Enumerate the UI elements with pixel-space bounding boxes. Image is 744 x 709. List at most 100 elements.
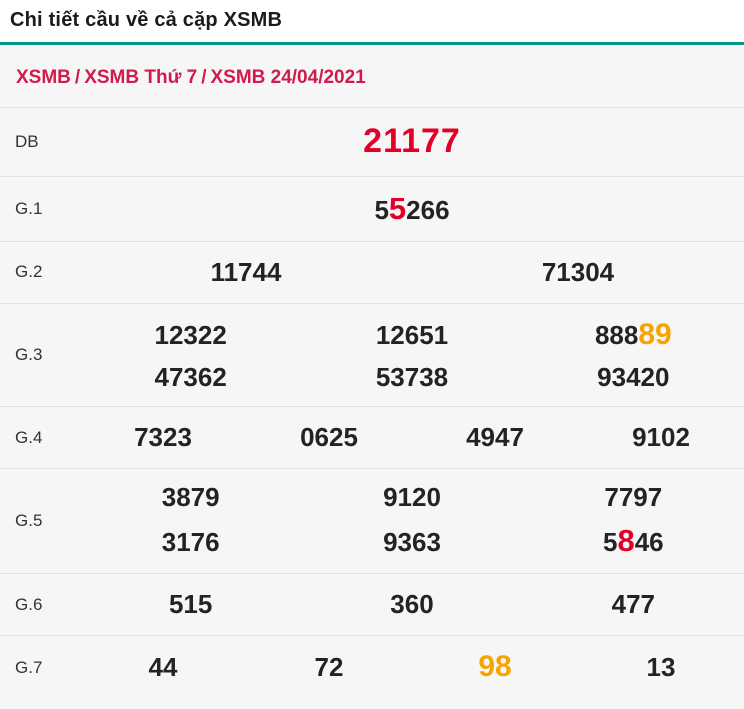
prize-number: 11744 [80,255,412,290]
digits: 9363 [383,527,441,558]
prize-number: 12322 [80,318,301,353]
lottery-results-table: DB 21177 G.1 55266 G.2 11744 71304 G.3 12322 1265… [0,107,744,699]
prize-line: 44 72 98 13 [80,647,744,688]
prize-number: 9102 [578,420,744,455]
prize-row-g5: G.5 3879 9120 7797 3176 9363 5846 [0,468,744,573]
prize-line: 21177 [80,119,744,165]
prize-number: 71304 [412,255,744,290]
prize-number: 9363 [301,525,522,560]
prize-number: 93420 [523,360,744,395]
page-header: Chi tiết cầu về cả cặp XSMB [0,0,744,45]
prize-number: 477 [523,587,744,622]
prize-label: G.3 [15,345,43,365]
digits: 46 [634,527,664,558]
prize-label: G.7 [15,657,43,677]
digits: 4947 [466,422,524,453]
prize-line: 47362 53738 93420 [80,360,744,395]
prize-number: 13 [578,650,744,685]
breadcrumb-item[interactable]: XSMB [16,67,71,88]
digits: 93420 [597,362,670,393]
highlighted-digits: 8 [617,523,635,559]
digits: 9102 [632,422,690,453]
breadcrumb-separator: / [201,67,207,88]
prize-number: 360 [301,587,522,622]
prize-values: 44 72 98 13 [80,647,744,688]
prize-label: G.5 [15,511,43,531]
digits: 12322 [154,319,227,350]
prize-line: 515 360 477 [80,587,744,622]
prize-number: 98 [412,647,578,688]
digits: 44 [148,652,178,683]
prize-row-g6: G.6 515 360 477 [0,573,744,635]
prize-line: 3176 9363 5846 [80,520,744,562]
digits: 71304 [541,256,615,287]
prize-number: 88889 [523,315,744,356]
prize-label: G.2 [15,262,43,282]
highlighted-digits: 98 [478,650,512,684]
prize-number: 0625 [246,420,412,455]
prize-values: 21177 [80,119,744,165]
prize-line: 11744 71304 [80,255,744,290]
prize-number: 7797 [523,480,744,515]
digits: 7797 [604,482,663,513]
prize-number: 3176 [80,525,301,560]
prize-row-g2: G.2 11744 71304 [0,240,744,303]
digits: 72 [314,652,344,683]
digits: 12651 [375,319,449,350]
prize-row-g7: G.7 44 72 98 13 [0,635,744,699]
prize-row-g1: G.1 55266 [0,175,744,241]
prize-line: 3879 9120 7797 [80,480,744,515]
page-title: Chi tiết cầu về cả cặp XSMB [10,9,283,31]
prize-values: 11744 71304 [80,255,744,290]
prize-label: DB [15,131,39,151]
prize-number: 4947 [412,420,578,455]
digits: 7323 [134,422,192,453]
prize-row-g4: G.4 7323 0625 4947 9102 [0,406,744,468]
digits: 47362 [154,362,227,393]
breadcrumb-item[interactable]: XSMB 24/04/2021 [210,67,366,88]
prize-number: 3879 [80,480,301,515]
digits: 888 [594,319,639,350]
prize-number: 515 [80,587,301,622]
digits: 266 [406,194,450,225]
breadcrumb: XSMB / XSMB Thứ 7/XSMB 24/04/2021 [0,45,744,107]
prize-number: 9120 [301,480,522,515]
prize-values: 3879 9120 7797 3176 9363 5846 [80,480,744,562]
highlighted-digits: 89 [638,317,672,351]
prize-number: 47362 [80,360,301,395]
prize-number: 44 [80,650,246,685]
prize-number: 21177 [80,119,744,165]
highlighted-digits: 5 [388,190,407,226]
digits: 5 [374,194,389,225]
prize-number: 7323 [80,420,246,455]
digits: 360 [390,589,434,620]
digits: 11744 [210,256,282,287]
prize-label: G.1 [15,198,43,218]
prize-values: 7323 0625 4947 9102 [80,420,744,455]
prize-row-g3: G.3 12322 12651 88889 47362 53738 93420 [0,302,744,407]
digits: 13 [646,652,676,683]
digits: 0625 [300,422,358,453]
breadcrumb-separator: / [74,67,81,88]
digits: 53738 [375,362,449,393]
prize-number: 55266 [80,188,744,230]
prize-values: 515 360 477 [80,587,744,622]
digits: 9120 [383,482,441,513]
breadcrumb-item[interactable]: XSMB Thứ 7 [84,67,198,88]
prize-values: 12322 12651 88889 47362 53738 93420 [80,315,744,396]
digits: 3176 [161,527,220,558]
prize-values: 55266 [80,188,744,230]
digits: 515 [168,589,213,620]
prize-label: G.4 [15,427,43,447]
digits: 477 [611,589,656,620]
digits: 5 [603,527,618,558]
prize-number: 72 [246,650,412,685]
prize-number: 5846 [523,520,744,562]
prize-number: 53738 [301,360,522,395]
digits: 3879 [161,482,220,513]
prize-label: G.6 [15,594,43,614]
highlighted-digits: 21177 [363,122,461,160]
prize-row-db: DB 21177 [0,107,744,176]
prize-number: 12651 [301,318,522,353]
